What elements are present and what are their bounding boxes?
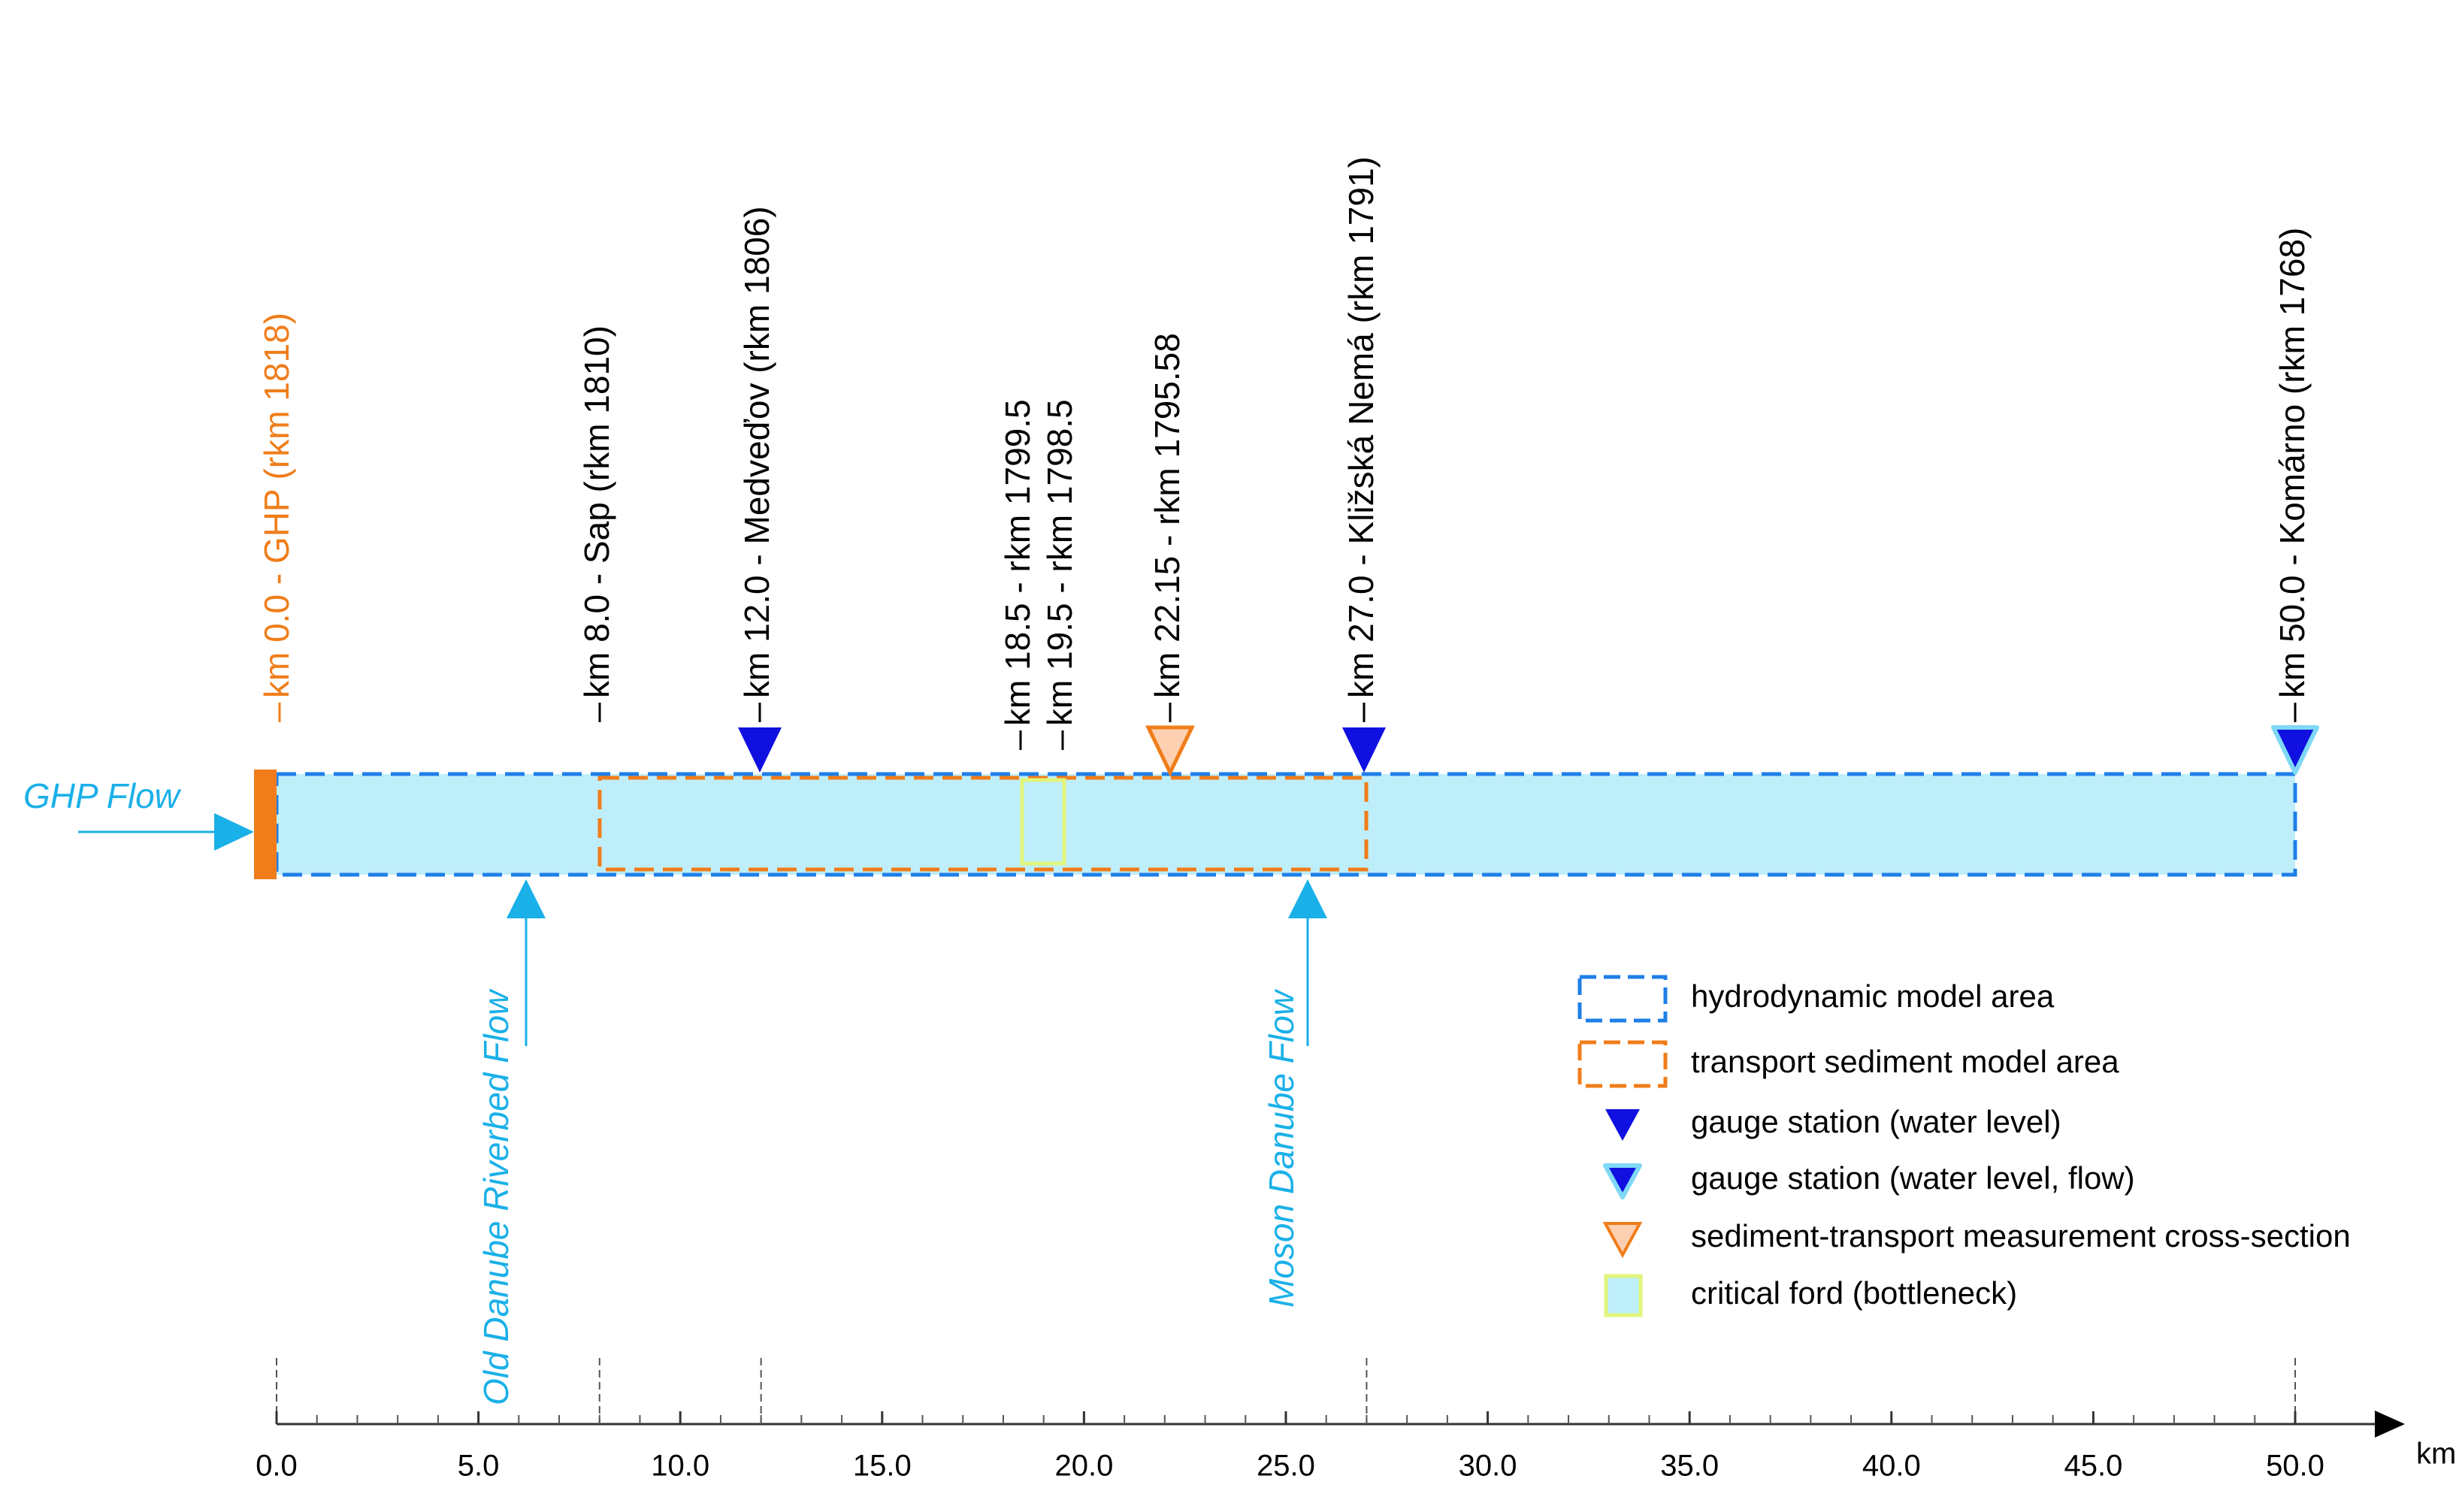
- legend-icon: [1577, 1040, 1668, 1088]
- station-label: km 27.0 - Kližská Nemá (rkm 1791): [1341, 156, 1381, 698]
- legend-icon: [1605, 1109, 1640, 1141]
- legend-label: gauge station (water level, flow): [1691, 1160, 2135, 1196]
- tick-label: 20.0: [1054, 1450, 1113, 1483]
- station-label: km 18.5 - rkm 1799.5: [998, 399, 1037, 726]
- tick-label: 10.0: [651, 1450, 709, 1483]
- tick-label: 25.0: [1257, 1450, 1315, 1483]
- gauge-station-flow: [2271, 725, 2319, 775]
- sediment-area: [597, 776, 1369, 872]
- legend-label: hydrodynamic model area: [1691, 978, 2055, 1014]
- critical-ford: [1020, 778, 1066, 866]
- station-label: km 12.0 - Medveďov (rkm 1806): [737, 206, 776, 698]
- flow-arrow: [507, 879, 546, 918]
- sediment-section: [1145, 725, 1195, 777]
- legend-label: transport sediment model area: [1691, 1044, 2119, 1079]
- station-label: km 22.15 - rkm 1795.58: [1148, 333, 1187, 698]
- tick-label: 35.0: [1660, 1450, 1719, 1483]
- flow-label: Moson Danube Flow: [1262, 988, 1301, 1308]
- station-label: km 50.0 - Komárno (rkm 1768): [2273, 228, 2312, 698]
- tick-label: 5.0: [458, 1450, 500, 1483]
- legend-icon: [1604, 1274, 1643, 1317]
- flow-arrow: [214, 813, 254, 851]
- station-label: km 19.5 - rkm 1798.5: [1040, 399, 1079, 726]
- legend-icon: [1602, 1222, 1643, 1259]
- flow-label: GHP Flow: [23, 776, 182, 815]
- station-label: km 0.0 - GHP (rkm 1818): [257, 313, 296, 698]
- gauge-station: [1342, 727, 1386, 773]
- legend-label: sediment-transport measurement cross-sec…: [1691, 1218, 2351, 1253]
- axis-unit: km: [2416, 1438, 2456, 1471]
- flow-label: Old Danube Riverbed Flow: [476, 988, 516, 1405]
- legend-icon: [1577, 975, 1668, 1023]
- ghp-boundary: [254, 770, 277, 879]
- legend-icon: [1603, 1163, 1642, 1199]
- legend-label: critical ford (bottleneck): [1691, 1275, 2017, 1311]
- tick-label: 40.0: [1862, 1450, 1921, 1483]
- hydrodynamic-area: [274, 772, 2297, 877]
- tick-label: 50.0: [2266, 1450, 2324, 1483]
- flow-arrow: [1288, 879, 1327, 918]
- tick-label: 15.0: [853, 1450, 912, 1483]
- legend-label: gauge station (water level): [1691, 1104, 2061, 1139]
- tick-label: 30.0: [1459, 1450, 1517, 1483]
- station-label: km 8.0 - Sap (rkm 1810): [577, 325, 616, 698]
- tick-label: 45.0: [2064, 1450, 2122, 1483]
- gauge-station: [738, 727, 782, 773]
- tick-label: 0.0: [256, 1450, 298, 1483]
- axis-arrow: [2375, 1411, 2405, 1438]
